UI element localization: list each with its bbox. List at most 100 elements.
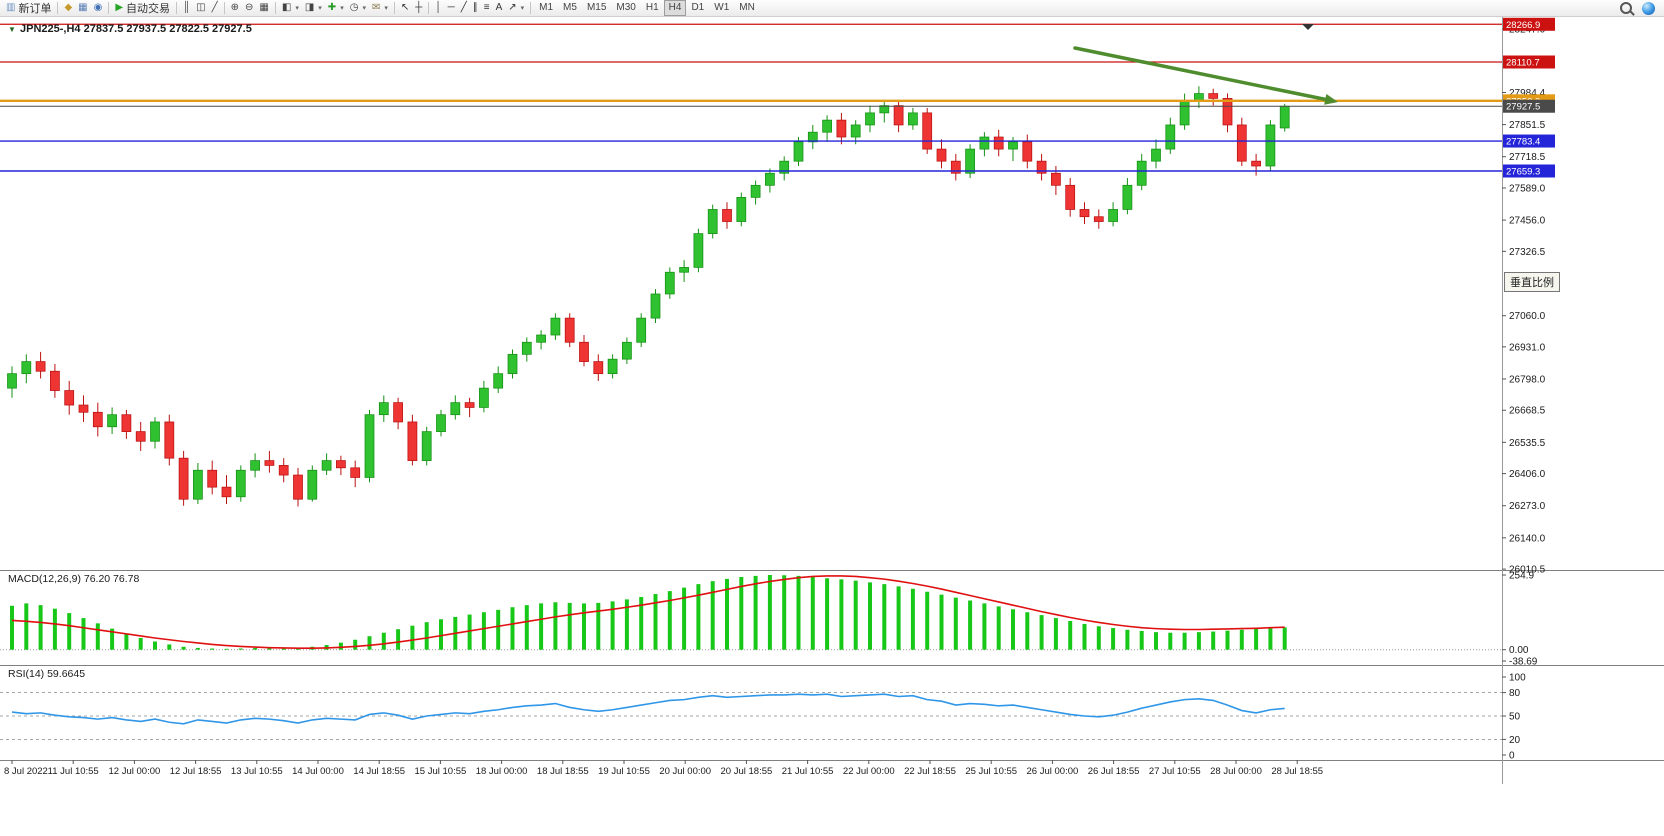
time-axis-label: 20 Jul 18:55	[721, 766, 773, 777]
candle-body	[164, 421, 175, 459]
timeframe-m30[interactable]: M30	[616, 2, 636, 13]
timeframe-m1[interactable]: M1	[539, 2, 554, 13]
candle-body	[1179, 100, 1190, 126]
time-axis-label: 21 Jul 10:55	[782, 766, 834, 777]
data-window-icon[interactable]: ▦	[75, 1, 90, 16]
text-icon[interactable]: A	[493, 1, 506, 16]
new-order-button[interactable]: ▥ 新订单	[3, 1, 54, 16]
candle-body	[936, 148, 947, 162]
navigator-icon[interactable]: ◉	[91, 1, 106, 16]
crosshair-icon[interactable]: ┼	[412, 1, 425, 16]
dropdown-caret-icon[interactable]: ▾	[295, 5, 299, 12]
autotrade-button-label: 自动交易	[126, 3, 171, 15]
candle-body	[464, 402, 475, 408]
search-icon[interactable]	[1620, 2, 1632, 14]
dropdown-caret-icon[interactable]: ▾	[362, 5, 366, 12]
timeframe-d1[interactable]: D1	[691, 2, 705, 13]
profiles-icon[interactable]: ◨ ▾	[302, 1, 325, 16]
candle-body	[50, 370, 60, 391]
periods-icon[interactable]: ◷ ▾	[347, 1, 369, 16]
candle-body	[293, 474, 303, 500]
price-axis-label: 26273.0	[1509, 501, 1546, 512]
time-axis-label: 20 Jul 00:00	[659, 766, 711, 777]
indicators-icon: ✚	[327, 2, 337, 13]
time-axis-label: 26 Jul 18:55	[1088, 766, 1140, 777]
time-axis-label: 11 Jul 10:55	[48, 766, 99, 777]
price-axis[interactable]: 28247.027984.427851.527718.527589.027456…	[1502, 17, 1555, 576]
candle-body	[664, 271, 675, 295]
cursor-icon[interactable]: ↖	[398, 1, 412, 16]
dropdown-caret-icon[interactable]: ▾	[384, 5, 388, 12]
dropdown-caret-icon[interactable]: ▾	[340, 5, 344, 12]
candle-body	[421, 431, 432, 461]
candle-body	[78, 404, 89, 413]
candle-body	[1151, 148, 1161, 162]
time-axis-label: 18 Jul 00:00	[476, 766, 528, 777]
candle-body	[622, 341, 632, 360]
rsi-scale-label: 100	[1509, 673, 1526, 684]
tile-windows-icon[interactable]: ▦	[256, 1, 271, 16]
indicators-icon[interactable]: ✚ ▾	[325, 1, 347, 16]
timeframe-m5[interactable]: M5	[563, 2, 577, 13]
dropdown-caret-icon[interactable]: ▾	[318, 5, 322, 12]
trendline-icon[interactable]: ╱	[458, 1, 470, 16]
market-watch-icon[interactable]: ◆	[61, 1, 75, 16]
rsi-pane: 100 80 50 20 0 RSI(14) 59.6645	[0, 668, 1526, 762]
candle-body	[1108, 209, 1118, 222]
candle-body	[364, 414, 375, 478]
candle-body	[207, 469, 218, 488]
zoom-in-icon[interactable]: ⊕	[228, 1, 242, 16]
candle-body	[965, 148, 975, 174]
price-axis-label: 27984.4	[1509, 88, 1546, 99]
candle-body	[879, 105, 890, 114]
candlestick-chart-icon[interactable]: ◫	[193, 1, 208, 16]
candle-body	[521, 341, 532, 355]
timeframe-w1[interactable]: W1	[714, 2, 730, 13]
timeframe-h4[interactable]: H4	[663, 0, 687, 16]
candle-body	[765, 172, 775, 186]
timeframe-mn[interactable]: MN	[739, 2, 755, 13]
candle-body	[393, 402, 403, 423]
line-chart-icon[interactable]: ╱	[209, 1, 221, 16]
timeframe-h1[interactable]: H1	[645, 2, 659, 13]
price-axis-label: 26406.0	[1509, 469, 1546, 480]
candle-body	[1122, 184, 1133, 210]
price-chart[interactable]: 28247.027984.427851.527718.527589.027456…	[0, 17, 1664, 784]
templates-icon[interactable]: ✉ ▾	[369, 1, 391, 16]
candle-body	[507, 353, 518, 375]
bar-chart-icon[interactable]: ║	[180, 1, 193, 16]
arrows-icon[interactable]: ↗ ▾	[505, 1, 527, 16]
candle-body	[221, 486, 232, 498]
macd-scale-label: 0.00	[1509, 645, 1529, 656]
toolbar-separator	[176, 2, 178, 14]
candle-body	[779, 160, 790, 174]
channel-icon: ∥	[472, 2, 478, 13]
community-icon[interactable]	[1642, 1, 1655, 15]
price-axis-label: 26010.5	[1509, 565, 1546, 576]
price-badge-label: 27783.4	[1506, 137, 1540, 148]
candle-body	[1051, 172, 1061, 186]
channel-icon[interactable]: ∥	[470, 1, 481, 16]
dropdown-caret-icon[interactable]: ▾	[520, 5, 525, 12]
chart-shift-marker-icon[interactable]	[1302, 24, 1314, 30]
trend-arrow[interactable]	[1073, 46, 1338, 105]
autotrade-button[interactable]: ▶ 自动交易	[112, 1, 173, 16]
time-axis[interactable]: 8 Jul 2022 11 Jul 10:55 12 Jul 00:00 12 Jul…	[4, 760, 1323, 777]
price-axis-label: 26535.5	[1509, 438, 1546, 449]
price-badge-label: 27659.3	[1506, 166, 1540, 177]
candle-body	[407, 421, 418, 461]
vertical-line-icon[interactable]: │	[432, 1, 444, 16]
candle-body	[107, 414, 117, 428]
candle-body	[1236, 124, 1247, 162]
chart-area[interactable]: 28247.027984.427851.527718.527589.027456…	[0, 17, 1664, 784]
fibonacci-icon[interactable]: ≡	[481, 1, 493, 16]
zoom-out-icon[interactable]: ⊖	[242, 1, 256, 16]
timeframe-m15[interactable]: M15	[586, 2, 607, 13]
horizontal-line-icon[interactable]: ─	[445, 1, 458, 16]
price-axis-label: 26798.0	[1509, 374, 1546, 385]
candle-body	[536, 334, 546, 343]
candle-body	[1136, 160, 1147, 186]
candle-body	[850, 124, 861, 138]
new-chart-icon[interactable]: ◧ ▾	[279, 1, 302, 16]
